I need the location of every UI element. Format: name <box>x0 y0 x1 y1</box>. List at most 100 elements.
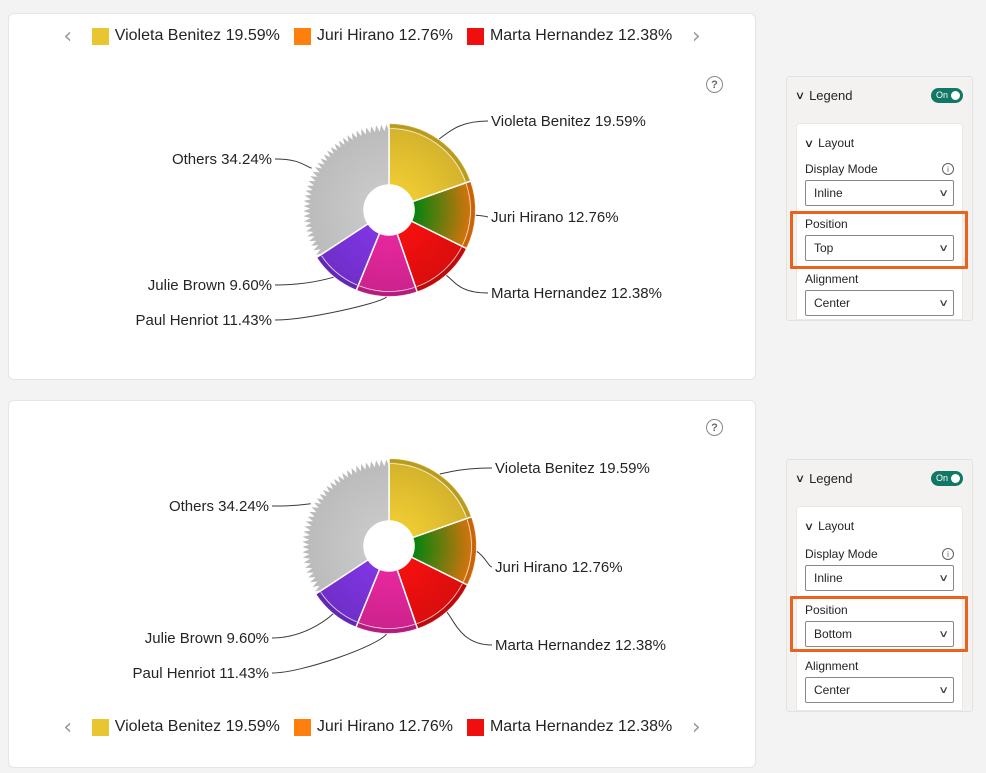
leader-line <box>271 633 387 674</box>
layout-card: ∨ Layout Display Mode i Inline ∨ Positio… <box>796 506 963 711</box>
legend-items: Violeta Benitez 19.59% Juri Hirano 12.76… <box>91 718 672 736</box>
position-highlight <box>790 596 968 652</box>
layout-title: Layout <box>818 136 855 150</box>
legend-prev-button[interactable]: ‹ <box>63 714 73 740</box>
position-value: Bottom <box>814 627 853 641</box>
leader-line <box>438 120 489 140</box>
legend-item[interactable]: Marta Hernandez 12.38% <box>466 27 673 45</box>
pie-slice[interactable] <box>388 457 473 539</box>
legend-label: Juri Hirano 12.76% <box>316 27 453 44</box>
legend-item[interactable]: Juri Hirano 12.76% <box>293 27 453 45</box>
legend-item[interactable]: Juri Hirano 12.76% <box>293 718 453 736</box>
toggle-knob <box>951 90 960 100</box>
alignment-label: Alignment <box>805 272 859 286</box>
position-label-row: Position <box>797 217 962 231</box>
pie-chart: Violeta Benitez 19.59% Juri Hirano 12.76%… <box>136 113 662 329</box>
info-icon[interactable]: i <box>942 548 954 560</box>
legend-swatch <box>293 718 311 736</box>
legend-section-header[interactable]: ∨ Legend On <box>787 460 972 496</box>
data-label: Juri Hirano 12.76% <box>495 559 623 576</box>
chevron-down-icon: ∨ <box>937 242 949 254</box>
alignment-dropdown[interactable]: Center ∨ <box>805 290 954 316</box>
legend-swatch <box>466 718 484 736</box>
slice-rim <box>357 623 417 633</box>
slice-rim-highlight <box>321 255 358 286</box>
chevron-down-icon: ∨ <box>794 472 806 485</box>
chevron-down-icon: ∨ <box>937 297 949 309</box>
pie-slice[interactable] <box>410 515 478 587</box>
toggle-label: On <box>935 473 948 483</box>
layout-subsection-header[interactable]: ∨ Layout <box>797 507 962 533</box>
chart-card-top-legend: ‹ Violeta Benitez 19.59% Juri Hirano 12.… <box>8 13 756 380</box>
chevron-down-icon: ∨ <box>794 89 806 102</box>
display-mode-value: Inline <box>814 571 843 585</box>
legend-next-button[interactable]: › <box>691 23 701 49</box>
position-dropdown[interactable]: Top ∨ <box>805 235 954 261</box>
pie-chart: Violeta Benitez 19.59% Juri Hirano 12.76%… <box>133 454 666 682</box>
slice-rim <box>389 124 470 182</box>
help-icon[interactable]: ? <box>706 76 723 93</box>
legend-top: ‹ Violeta Benitez 19.59% Juri Hirano 12.… <box>9 21 755 51</box>
data-label: Others 34.24% <box>169 498 269 515</box>
pie-slice[interactable] <box>297 454 390 594</box>
format-pane-legend: ∨ Legend On ∨ Layout Display Mode i Inli… <box>786 76 973 321</box>
legend-label: Juri Hirano 12.76% <box>316 718 453 735</box>
layout-subsection-header[interactable]: ∨ Layout <box>797 124 962 150</box>
info-icon[interactable]: i <box>942 163 954 175</box>
display-mode-value: Inline <box>814 186 843 200</box>
chevron-down-icon: ∨ <box>803 137 815 150</box>
alignment-value: Center <box>814 296 851 310</box>
alignment-label: Alignment <box>805 659 859 673</box>
chevron-down-icon: ∨ <box>937 572 949 584</box>
leader-line <box>271 503 311 507</box>
data-label: Paul Henriot 11.43% <box>136 312 272 329</box>
position-highlight <box>790 211 968 269</box>
legend-swatch <box>466 27 484 45</box>
legend-item[interactable]: Violeta Benitez 19.59% <box>91 27 280 45</box>
layout-title: Layout <box>818 519 855 533</box>
legend-toggle[interactable]: On <box>931 470 963 486</box>
display-mode-dropdown[interactable]: Inline ∨ <box>805 565 954 591</box>
slice-rim-highlight <box>462 183 471 246</box>
help-icon[interactable]: ? <box>706 419 723 436</box>
position-dropdown[interactable]: Bottom ∨ <box>805 621 954 647</box>
slice-rim-highlight <box>320 592 357 623</box>
leader-line <box>475 214 489 218</box>
display-mode-dropdown[interactable]: Inline ∨ <box>805 180 954 206</box>
slice-rim-highlight <box>359 285 415 292</box>
leader-line <box>274 296 387 321</box>
legend-label: Violeta Benitez 19.59% <box>114 718 280 735</box>
legend-item[interactable]: Violeta Benitez 19.59% <box>91 718 280 736</box>
data-label: Violeta Benitez 19.59% <box>495 460 650 477</box>
slice-rim <box>464 517 476 584</box>
slice-rim <box>317 592 357 626</box>
slice-rim <box>416 247 466 291</box>
leader-line <box>446 611 493 646</box>
slice-rim <box>389 459 471 518</box>
pie-slice[interactable] <box>298 119 390 258</box>
display-mode-label: Display Mode <box>805 162 878 176</box>
legend-prev-button[interactable]: ‹ <box>63 23 73 49</box>
data-label: Juri Hirano 12.76% <box>491 209 619 226</box>
slice-rim-highlight <box>416 247 462 288</box>
leader-line <box>439 467 493 475</box>
chevron-down-icon: ∨ <box>937 684 949 696</box>
slice-rim-highlight <box>390 128 466 182</box>
legend-toggle[interactable]: On <box>931 87 963 103</box>
legend-bottom: ‹ Violeta Benitez 19.59% Juri Hirano 12.… <box>9 712 755 742</box>
legend-label: Marta Hernandez 12.38% <box>489 27 673 44</box>
data-label: Violeta Benitez 19.59% <box>491 113 646 130</box>
display-mode-label-row: Display Mode i <box>797 162 962 176</box>
alignment-dropdown[interactable]: Center ∨ <box>805 677 954 703</box>
toggle-knob <box>951 473 960 483</box>
leader-line <box>274 276 334 286</box>
position-value: Top <box>814 241 834 255</box>
display-mode-label-row: Display Mode i <box>797 547 962 561</box>
legend-section-header[interactable]: ∨ Legend On <box>787 77 972 113</box>
legend-item[interactable]: Marta Hernandez 12.38% <box>466 718 672 736</box>
legend-next-button[interactable]: › <box>691 714 701 740</box>
slice-rim-highlight <box>463 519 472 582</box>
chevron-down-icon: ∨ <box>803 520 815 533</box>
pie-slice[interactable] <box>388 122 472 203</box>
display-mode-label: Display Mode <box>805 547 878 561</box>
